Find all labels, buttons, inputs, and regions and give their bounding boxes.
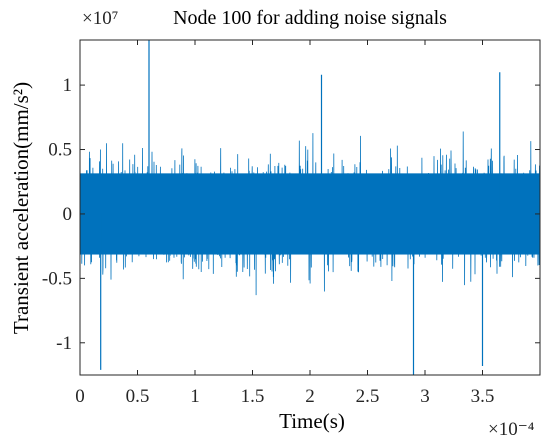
y-exponent-label: ×10⁷ [82, 8, 118, 29]
x-tick-label: 1.5 [241, 386, 265, 407]
x-tick-label: 1 [190, 386, 200, 407]
x-tick-label: 0.5 [126, 386, 150, 407]
x-axis-ticks: 0 0.5 1 1.5 2 2.5 3 3.5 [75, 40, 494, 407]
x-tick-label: 3 [420, 386, 430, 407]
signal-core-band [80, 173, 540, 255]
y-tick-label: 0.5 [48, 140, 72, 161]
y-tick-label: 0 [63, 204, 73, 225]
y-tick-label: -0.5 [42, 268, 72, 289]
y-axis-label: Transient acceleration(mm/s²) [9, 82, 33, 334]
chart-title: Node 100 for adding noise signals [173, 7, 447, 29]
x-tick-label: 2 [305, 386, 315, 407]
x-tick-label: 3.5 [471, 386, 495, 407]
x-tick-label: 0 [75, 386, 85, 407]
x-axis-label: Time(s) [279, 409, 345, 433]
x-exponent-label: ×10⁻⁴ [488, 419, 535, 440]
signal-trace [79, 131, 541, 296]
x-tick-label: 2.5 [356, 386, 380, 407]
signal-peaks [100, 40, 501, 375]
y-tick-label: 1 [63, 75, 73, 96]
y-tick-label: -1 [56, 333, 72, 354]
y-axis-ticks: 1 0.5 0 -0.5 -1 [42, 75, 540, 354]
